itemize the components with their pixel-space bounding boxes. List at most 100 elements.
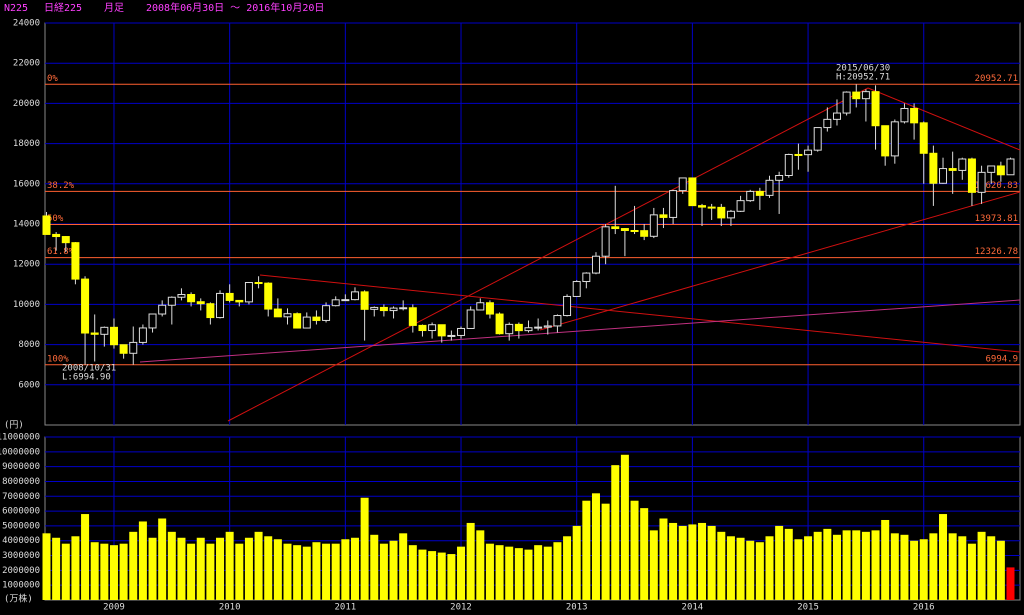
volume-bar <box>871 530 880 600</box>
volume-bar <box>987 536 996 600</box>
y-tick-label: 12000 <box>13 260 40 270</box>
candle-body <box>852 91 861 100</box>
candle-body <box>379 306 388 312</box>
annotation-date: 2008/10/31 <box>62 364 116 374</box>
volume-bar <box>254 531 263 600</box>
candle-body <box>187 294 196 303</box>
y-tick-label: 6000000 <box>2 507 40 517</box>
volume-bar <box>996 540 1005 600</box>
period: 月足 <box>104 2 124 14</box>
candle-body <box>206 303 215 319</box>
volume-bar <box>726 536 735 600</box>
volume-bar <box>842 530 851 600</box>
volume-bar <box>138 521 147 600</box>
candle-body <box>832 112 841 120</box>
trend-lines <box>139 87 1021 422</box>
volume-bar <box>264 536 273 600</box>
candle-body <box>534 326 543 329</box>
y-tick-label: 2000000 <box>2 566 40 576</box>
candle-body <box>408 307 417 326</box>
candle-body <box>71 242 80 280</box>
volume-bar <box>196 537 205 600</box>
x-tick-label: 2013 <box>566 603 588 613</box>
volume-bar <box>379 543 388 600</box>
volume-bar <box>948 533 957 600</box>
volume-bar <box>900 534 909 600</box>
volume-bar <box>418 549 427 600</box>
candle-body <box>890 121 899 157</box>
candle-body <box>495 313 504 335</box>
candle-body <box>553 315 562 327</box>
candle-body <box>591 255 600 274</box>
candle-body <box>90 332 99 335</box>
trend-line <box>867 87 1021 151</box>
volume-bar <box>823 528 832 600</box>
candle-body <box>370 306 379 310</box>
candle-body <box>322 305 331 321</box>
candle-body <box>235 299 244 303</box>
volume-bar <box>977 531 986 600</box>
volume-bar <box>572 525 581 600</box>
volume-bar <box>881 519 890 600</box>
y-tick-label: 16000 <box>13 179 40 189</box>
candle-body <box>485 302 494 315</box>
x-tick-label: 2010 <box>219 603 241 613</box>
candle-body <box>293 313 302 329</box>
fib-label: 61.8% <box>47 247 75 257</box>
volume-bar <box>630 500 639 600</box>
candle-body <box>81 278 90 334</box>
candle-body <box>350 291 359 301</box>
candle-body <box>524 327 533 332</box>
volume-bar <box>370 534 379 600</box>
candle-body <box>948 168 957 171</box>
volume-bar <box>61 543 70 600</box>
candle-body <box>244 282 253 303</box>
candle-body <box>563 295 572 317</box>
volume-bar <box>958 536 967 600</box>
candle-body <box>707 206 716 209</box>
candle-body <box>804 149 813 156</box>
volume-bar <box>225 531 234 600</box>
volume-bar <box>119 543 128 600</box>
candle-body <box>129 341 138 354</box>
volume-bar <box>678 525 687 600</box>
y-tick-label: 7000000 <box>2 492 40 502</box>
volume-bar <box>81 514 90 600</box>
candle-body <box>755 190 764 196</box>
x-tick-label: 2009 <box>103 603 125 613</box>
volume-bar <box>466 522 475 600</box>
volume-bar <box>967 543 976 600</box>
candle-body <box>640 230 649 237</box>
candle-body <box>148 313 157 329</box>
fib-value: 15620.83 <box>975 181 1018 191</box>
candle-body <box>813 127 822 151</box>
candle-body <box>428 324 437 332</box>
candle-body <box>977 171 986 193</box>
y-tick-label: 3000000 <box>2 551 40 561</box>
trend-line <box>139 299 1021 363</box>
volume-bar <box>341 539 350 600</box>
volume-bar <box>399 533 408 600</box>
candle-body <box>196 301 205 305</box>
volume-bar <box>408 545 417 600</box>
volume-bar <box>669 522 678 600</box>
volume-bar <box>524 549 533 600</box>
y-tick-label: 10000 <box>13 300 40 310</box>
candle-body <box>910 107 919 124</box>
candle-body <box>119 344 128 354</box>
volume-bar <box>52 537 61 600</box>
annotation-text: H:20952.71 <box>836 73 890 83</box>
volume-bar <box>109 545 118 600</box>
volume-bar <box>543 546 552 600</box>
candle-body <box>399 307 408 310</box>
candle-body <box>784 153 793 176</box>
candle-body <box>871 91 880 127</box>
x-tick-label: 2012 <box>450 603 472 613</box>
fib-value: 20952.71 <box>975 74 1018 84</box>
candle-body <box>929 152 938 184</box>
candle-body <box>823 118 832 129</box>
volume-bar <box>717 531 726 600</box>
volume-bar <box>167 531 176 600</box>
fib-value: 12326.78 <box>975 247 1018 257</box>
